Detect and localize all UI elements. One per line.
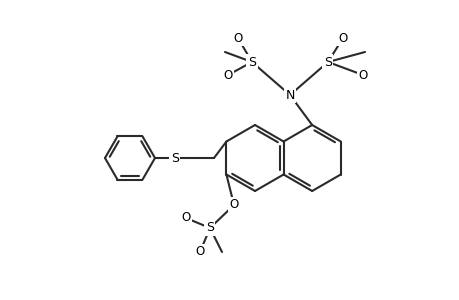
Text: O: O: [195, 245, 204, 259]
Text: S: S: [323, 56, 331, 68]
Text: N: N: [285, 88, 294, 101]
Text: O: O: [181, 212, 190, 224]
Text: O: O: [223, 68, 232, 82]
Text: O: O: [233, 32, 242, 44]
Text: S: S: [247, 56, 256, 68]
Text: S: S: [171, 152, 179, 164]
Text: O: O: [358, 68, 367, 82]
Text: O: O: [338, 32, 347, 44]
Text: S: S: [206, 221, 213, 235]
Text: O: O: [229, 199, 238, 212]
